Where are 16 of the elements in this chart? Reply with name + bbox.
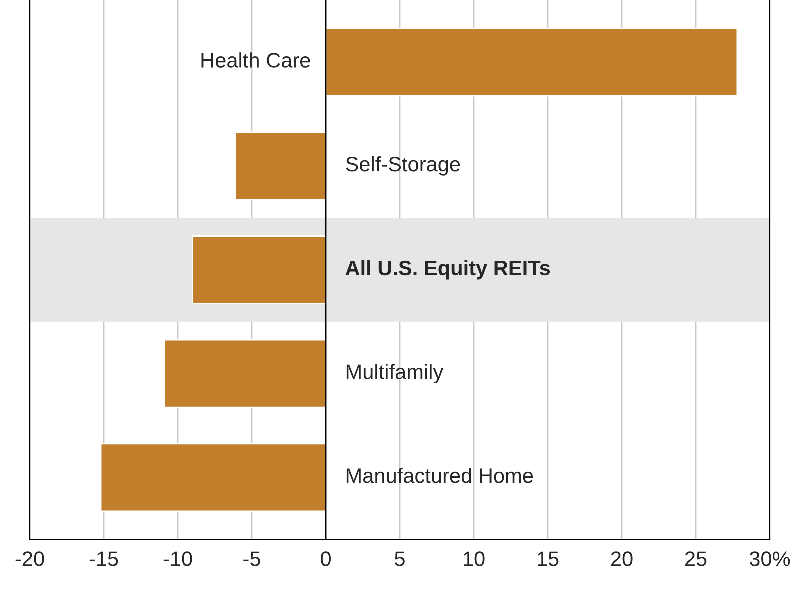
x-tick-label: -10 <box>164 552 192 566</box>
x-tick-label: 5 <box>395 552 405 566</box>
x-tick-label: -5 <box>244 552 260 566</box>
y-tick-label: Self-Storage <box>346 156 460 176</box>
x-tick-label: 0 <box>321 552 331 566</box>
x-tick-label: -20 <box>16 552 44 566</box>
x-tick-label: 25 <box>685 552 707 566</box>
x-tick-label: 20 <box>611 552 633 566</box>
x-tick-label: 10 <box>464 552 485 566</box>
y-tick-label: Multifamily <box>346 364 444 384</box>
y-tick-label: All U.S. Equity REITs <box>346 260 550 280</box>
y-tick-label: Health Care <box>202 52 310 68</box>
y-tick-label: Manufactured Home <box>346 468 534 484</box>
x-tick-label: -15 <box>90 552 118 566</box>
x-tick-label: 15 <box>538 552 559 566</box>
x-tick-label: 30% <box>750 552 790 566</box>
